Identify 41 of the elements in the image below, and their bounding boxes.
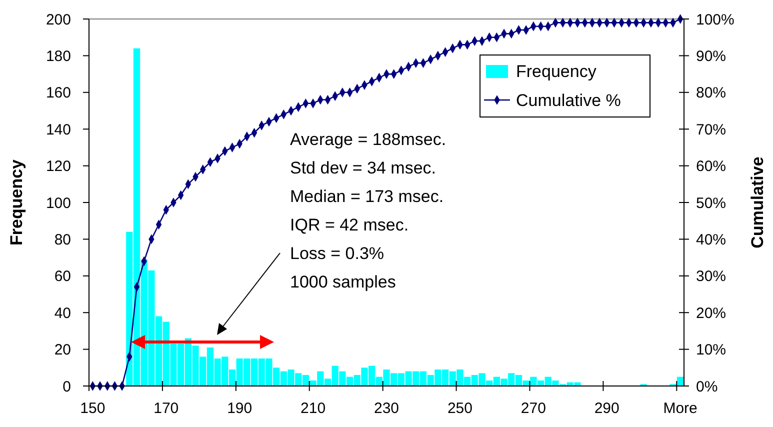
- y2-tick-label: 60%: [696, 158, 726, 176]
- y-tick-label: 60: [54, 268, 71, 286]
- y2-tick-label: 20%: [696, 304, 726, 322]
- annotation: IQR = 42 msec.: [290, 216, 409, 234]
- x-tick-label: 170: [154, 400, 179, 417]
- annotation: Median = 173 msec.: [290, 187, 444, 206]
- y2-tick-label: 50%: [696, 194, 726, 212]
- y-tick-label: 20: [54, 342, 71, 359]
- y2-tick-label: 80%: [696, 84, 726, 102]
- y-axis-title: Frequency: [7, 158, 26, 246]
- x-tick-label: 190: [227, 400, 252, 417]
- y2-axis-title: Cumulative: [748, 156, 767, 248]
- annotation: 1000 samples: [290, 272, 396, 292]
- annotation: Loss = 0.3%: [290, 244, 384, 263]
- annotation: Average = 188msec.: [290, 130, 446, 149]
- annotation: Std dev = 34 msec.: [290, 158, 436, 178]
- y2-tick-label: 90%: [696, 48, 726, 65]
- x-tick-label: 290: [594, 400, 620, 417]
- y-tick-label: 100: [46, 194, 71, 212]
- x-tick-label: 210: [300, 400, 326, 417]
- y2-tick-label: 70%: [696, 121, 726, 138]
- y-tick-label: 140: [46, 121, 71, 138]
- y-tick-label: 200: [46, 11, 71, 28]
- y2-tick-label: 40%: [696, 231, 726, 248]
- y2-tick-label: 10%: [696, 342, 726, 359]
- y-tick-label: 80: [54, 231, 71, 248]
- x-tick-label: More: [663, 400, 698, 417]
- y-tick-label: 120: [46, 158, 71, 176]
- y2-tick-label: 0%: [696, 378, 718, 396]
- y-tick-label: 40: [54, 304, 71, 322]
- x-tick-label: 250: [447, 400, 472, 417]
- y2-tick-label: 100%: [696, 11, 734, 28]
- y-tick-label: 0: [62, 378, 71, 396]
- y2-tick-label: 30%: [696, 268, 726, 286]
- x-tick-label: 230: [374, 400, 400, 417]
- x-tick-label: 150: [80, 400, 106, 417]
- y-tick-label: 160: [46, 84, 71, 102]
- legend-label: Frequency: [516, 62, 597, 81]
- legend-label: Cumulative %: [516, 90, 621, 110]
- y-tick-label: 180: [46, 48, 71, 65]
- x-tick-label: 270: [520, 400, 546, 417]
